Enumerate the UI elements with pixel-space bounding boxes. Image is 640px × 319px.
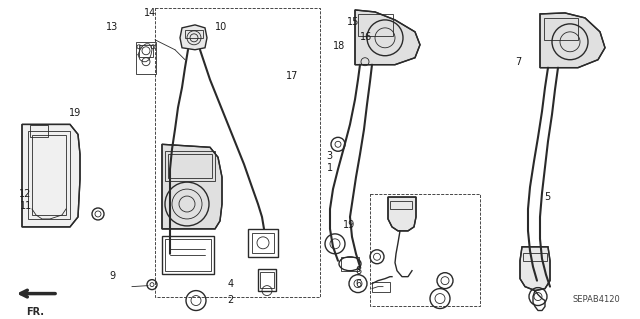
Polygon shape (520, 247, 550, 291)
Bar (252, 233, 274, 253)
Bar (260, 272, 274, 288)
Polygon shape (388, 197, 416, 231)
Text: 18: 18 (333, 41, 346, 51)
Text: 3: 3 (326, 151, 333, 160)
Text: 6: 6 (355, 279, 362, 289)
Text: 10: 10 (214, 22, 227, 32)
Text: 11: 11 (19, 201, 32, 211)
Bar (258, 269, 276, 291)
Text: SEPAB4120: SEPAB4120 (572, 294, 620, 304)
Bar (390, 201, 412, 209)
Polygon shape (162, 144, 222, 229)
Bar (28, 131, 70, 219)
Text: 7: 7 (515, 57, 522, 67)
Bar (165, 239, 211, 271)
Text: 8: 8 (355, 266, 362, 277)
Polygon shape (22, 124, 80, 227)
Text: 4: 4 (227, 279, 234, 289)
Bar (523, 253, 547, 261)
Bar (136, 42, 156, 74)
Text: 1: 1 (326, 163, 333, 173)
Bar (544, 18, 578, 40)
Polygon shape (180, 25, 207, 50)
Text: 12: 12 (19, 189, 32, 199)
Text: 17: 17 (285, 71, 298, 81)
Bar (30, 125, 48, 137)
Bar (165, 151, 215, 181)
Bar (358, 14, 393, 36)
Text: 2: 2 (227, 295, 234, 305)
Text: 19: 19 (342, 220, 355, 230)
Bar (32, 135, 66, 215)
Bar (341, 257, 359, 271)
Text: 16: 16 (360, 33, 372, 42)
Text: 13: 13 (106, 22, 118, 32)
Text: 14: 14 (144, 8, 157, 18)
Bar (372, 282, 390, 292)
Bar (155, 8, 320, 297)
Text: 15: 15 (347, 17, 360, 27)
Bar (185, 30, 203, 38)
Polygon shape (540, 13, 605, 68)
Text: FR.: FR. (26, 307, 44, 316)
Bar (248, 229, 278, 257)
Polygon shape (355, 10, 420, 65)
Bar (162, 236, 214, 274)
Text: 5: 5 (544, 192, 550, 202)
Bar (168, 154, 212, 178)
Text: 19: 19 (69, 108, 82, 118)
Text: 9: 9 (109, 271, 115, 281)
Bar (139, 45, 153, 57)
Bar (370, 194, 480, 306)
